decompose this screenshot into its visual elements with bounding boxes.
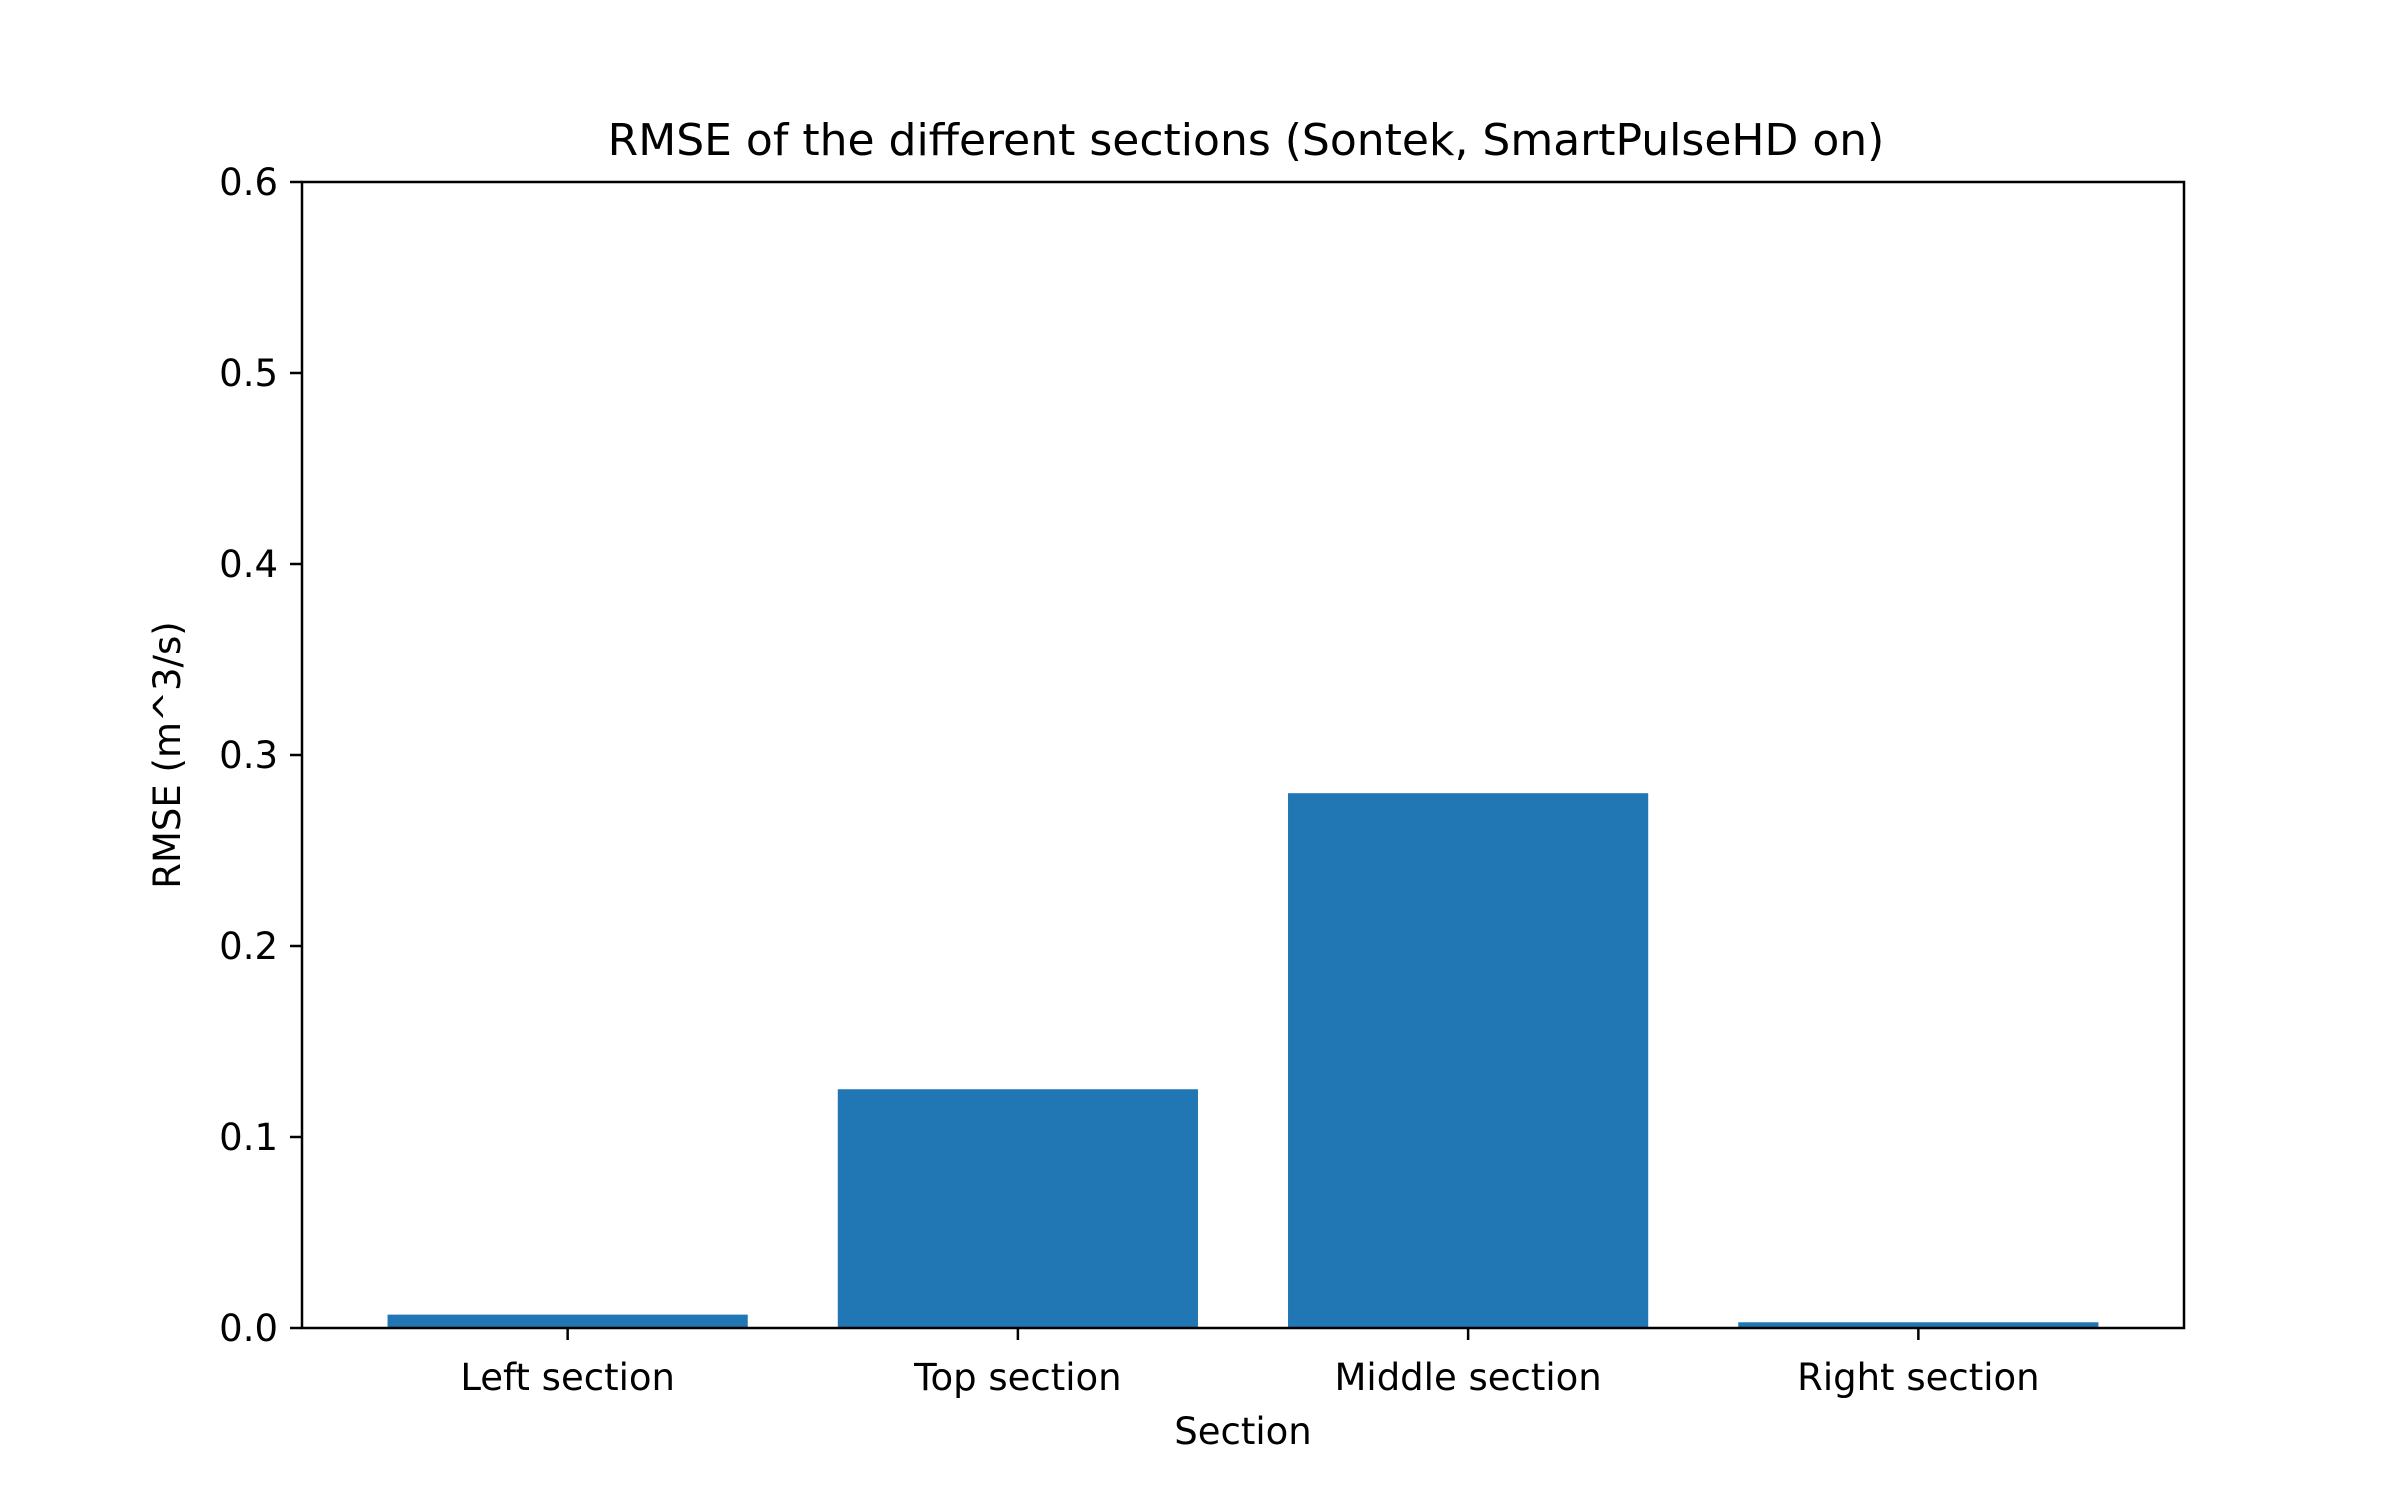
y-tick-label: 0.5 xyxy=(219,352,278,395)
y-tick-label: 0.4 xyxy=(219,543,278,586)
y-tick-label: 0.6 xyxy=(219,161,278,204)
y-axis: 0.0 0.1 0.2 0.3 0.4 0.5 0.6 xyxy=(219,161,302,1350)
y-axis-label: RMSE (m^3/s) xyxy=(146,621,189,888)
x-tick-label: Middle section xyxy=(1334,1356,1601,1399)
bar-left-section xyxy=(387,1314,748,1328)
bars-layer xyxy=(387,793,2099,1328)
x-axis-label: Section xyxy=(1174,1410,1311,1453)
bar-top-section xyxy=(837,1089,1198,1328)
chart-title: RMSE of the different sections (Sontek, … xyxy=(608,115,1885,166)
plot-frame xyxy=(300,180,2186,1330)
y-tick-label: 0.1 xyxy=(219,1116,278,1159)
x-tick-label: Right section xyxy=(1797,1356,2039,1399)
x-axis: Left section Top section Middle section Rig… xyxy=(460,1328,2040,1399)
y-tick-label: 0.3 xyxy=(219,734,278,777)
y-tick-label: 0.0 xyxy=(219,1307,278,1350)
x-tick-label: Top section xyxy=(913,1356,1121,1399)
x-tick-label: Left section xyxy=(460,1356,675,1399)
y-tick-label: 0.2 xyxy=(219,925,278,968)
bar-right-section xyxy=(1738,1322,2099,1328)
bar-middle-section xyxy=(1288,793,1649,1328)
